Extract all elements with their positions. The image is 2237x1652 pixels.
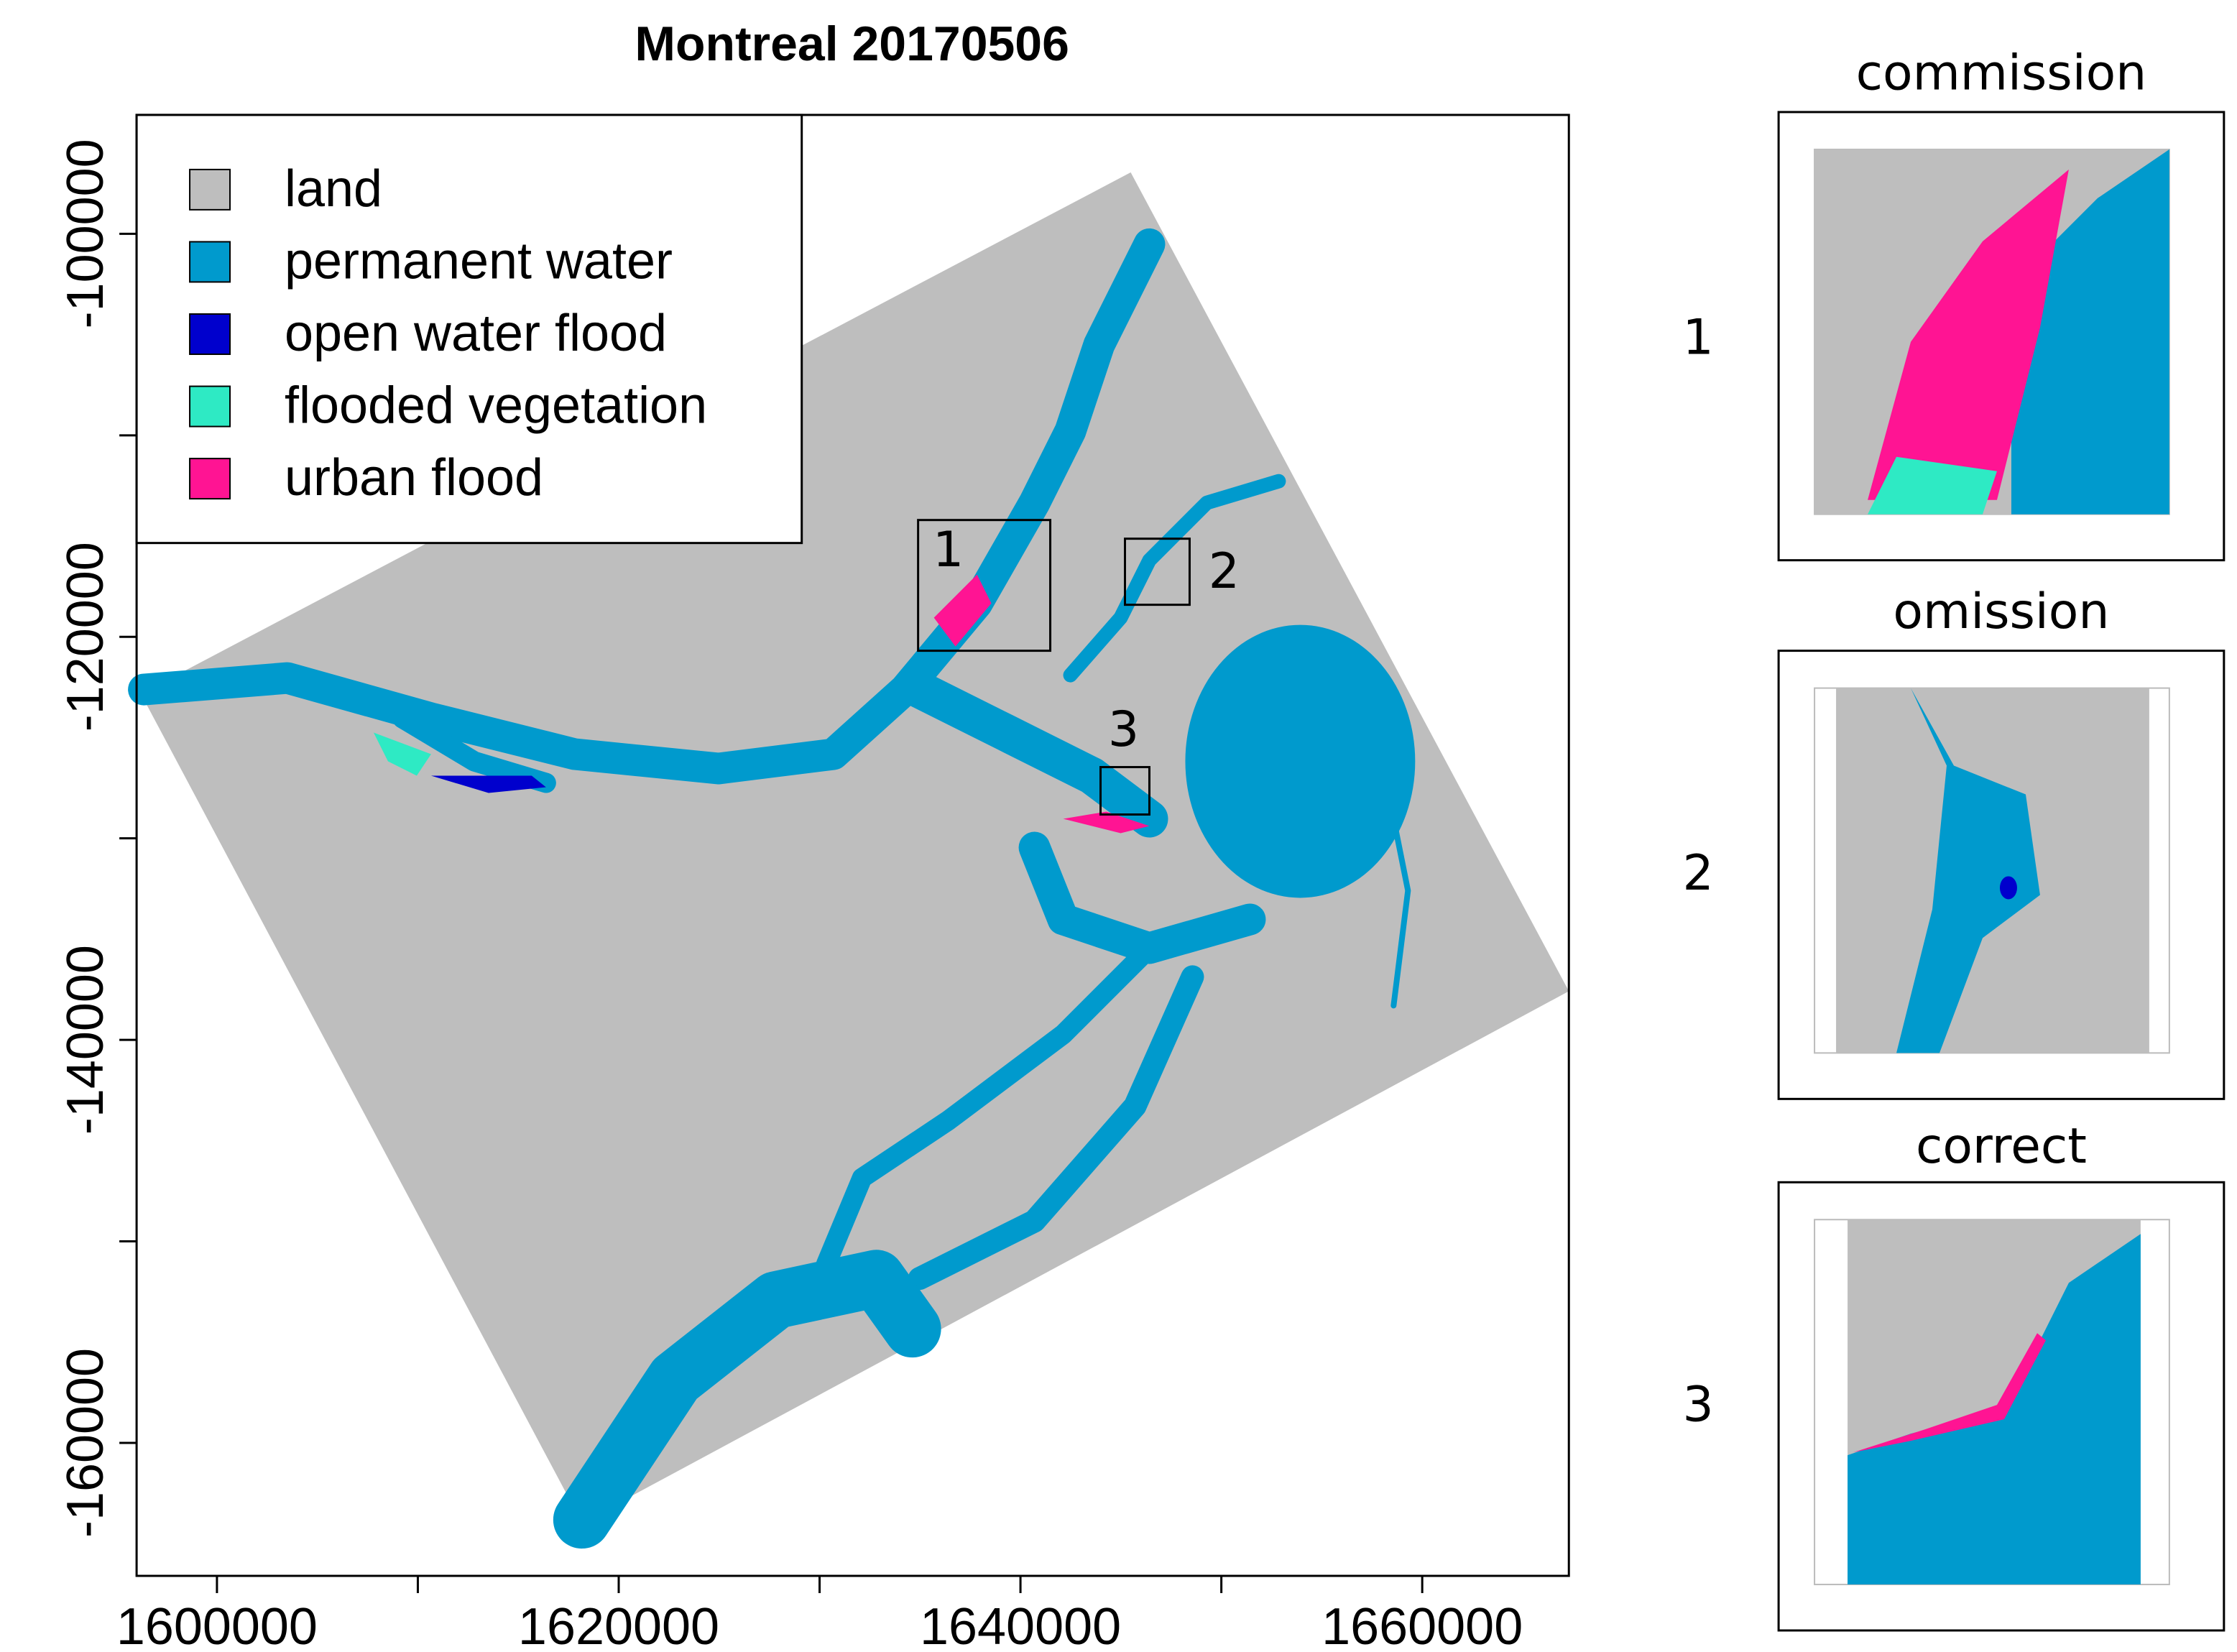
- flood-patch: [373, 732, 431, 776]
- inset-title: omission: [1893, 583, 2109, 640]
- y-tick-label: -120000: [57, 542, 114, 732]
- region-box: [1099, 766, 1150, 816]
- map-title: Montreal 20170506: [635, 17, 1069, 71]
- y-tick-label: -140000: [57, 945, 114, 1135]
- inset-label: 1: [1683, 309, 1714, 366]
- lake: [1185, 624, 1416, 898]
- flood-patch: [1063, 811, 1150, 834]
- region-box: [1123, 537, 1191, 606]
- inset-water: [1896, 688, 2040, 1053]
- inset-water: [1848, 1234, 2141, 1585]
- x-tick-label: 1660000: [1322, 1598, 1523, 1652]
- inset-title: correct: [1916, 1118, 2087, 1175]
- inset-label: 2: [1683, 845, 1714, 902]
- legend-swatch: [189, 385, 231, 428]
- water: [128, 228, 1411, 1549]
- region-label: 2: [1209, 543, 1240, 600]
- region-label: 1: [933, 522, 964, 578]
- legend-swatch: [189, 458, 231, 500]
- inset-label: 3: [1683, 1377, 1714, 1434]
- legend-label: permanent water: [285, 232, 673, 290]
- inset-urban: [1853, 1333, 2046, 1453]
- region-label: 3: [1108, 701, 1139, 758]
- region-box: [917, 519, 1052, 652]
- inset-water: [2011, 149, 2169, 514]
- legend-label: open water flood: [285, 305, 667, 362]
- x-tick-label: 1620000: [518, 1598, 719, 1652]
- inset-title: commission: [1856, 45, 2147, 102]
- legend: land permanent water open water flood flood…: [189, 160, 707, 507]
- inset-vegetation: [1868, 456, 1997, 514]
- flood-patch: [430, 775, 546, 793]
- y-tick-label: -160000: [57, 1348, 114, 1538]
- legend-swatch: [189, 168, 231, 211]
- x-tick-label: 1600000: [116, 1598, 318, 1652]
- legend-label: flooded vegetation: [285, 377, 707, 435]
- inset-urban: [1868, 169, 2069, 500]
- plot-frame: [135, 114, 1570, 1577]
- insets: commission 1 omission 2 correct 3: [1683, 45, 2226, 1632]
- flood-patch: [933, 574, 992, 647]
- legend-swatch: [189, 241, 231, 283]
- legend-box: [135, 114, 803, 545]
- legend-label: land: [285, 160, 382, 218]
- y-tick-label: -100000: [57, 139, 114, 328]
- x-tick-label: 1640000: [920, 1598, 1121, 1652]
- axes: 1600000 1620000 1640000 1660000 -100000 -1200…: [57, 139, 1523, 1652]
- legend-swatch: [189, 313, 231, 355]
- inset-open-water: [1999, 876, 2017, 900]
- legend-label: urban flood: [285, 449, 543, 507]
- regions: 1 2 3: [917, 519, 1240, 816]
